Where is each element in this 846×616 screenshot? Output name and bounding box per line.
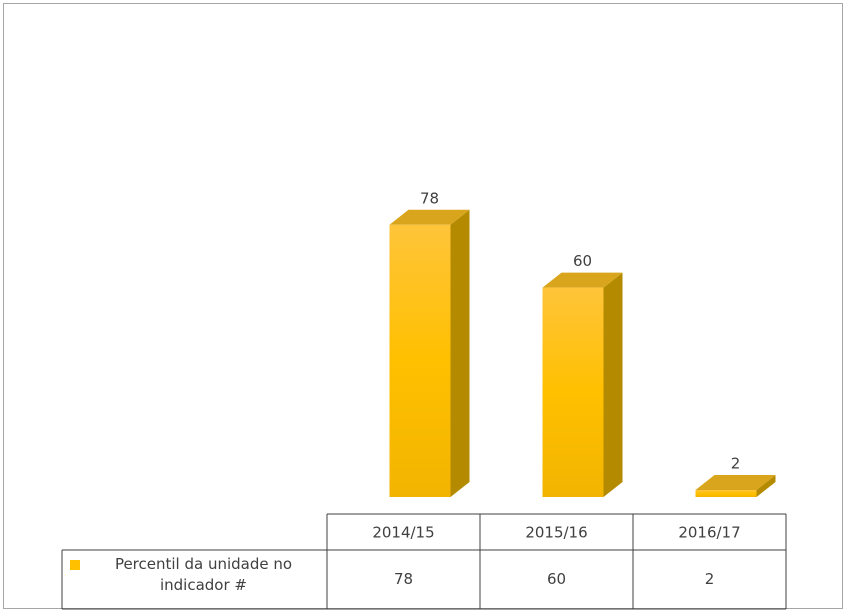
legend-label: Percentil da unidade no indicador #: [114, 555, 293, 594]
table-value: 78: [394, 570, 413, 588]
data-label: 60: [573, 252, 592, 270]
table-value: 2: [705, 570, 715, 588]
x-tick-label: 2015/16: [525, 524, 587, 542]
bar-side: [450, 209, 470, 497]
data-label: 2: [731, 455, 741, 473]
bar-side: [756, 475, 776, 497]
x-tick-label: 2016/17: [678, 524, 740, 542]
table-value: 60: [547, 570, 566, 588]
bar-top: [389, 209, 470, 225]
bar: [695, 475, 776, 497]
legend-label-box: Percentil da unidade no indicador #: [114, 555, 293, 594]
bar-side: [603, 272, 623, 497]
bar-top: [542, 272, 623, 288]
bar-front: [389, 224, 451, 497]
bar: [542, 272, 623, 497]
bar-front: [542, 287, 604, 497]
bar-top: [695, 475, 776, 491]
data-label: 78: [420, 189, 439, 207]
bar-front: [695, 490, 757, 497]
bar: [389, 209, 470, 497]
x-tick-label: 2014/15: [372, 524, 434, 542]
legend-swatch: [70, 560, 80, 570]
